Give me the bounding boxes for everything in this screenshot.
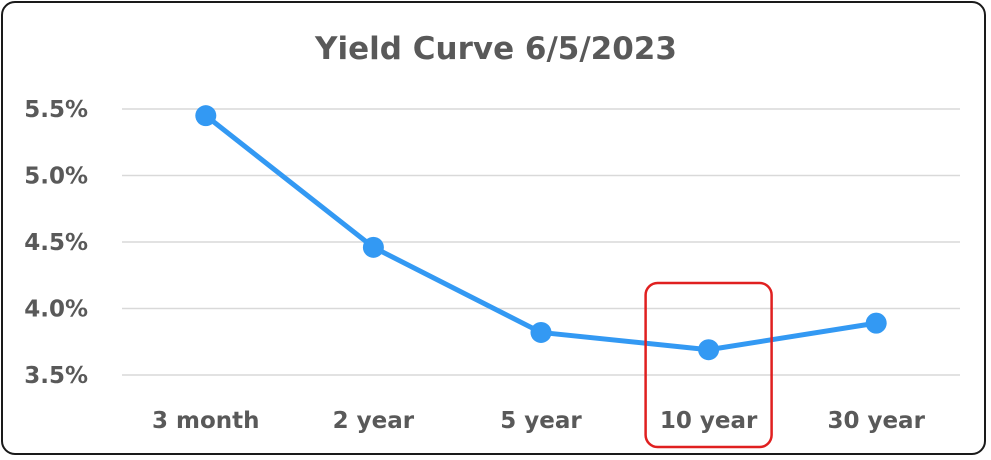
x-tick-label: 5 year: [500, 408, 582, 434]
data-point: [698, 339, 720, 361]
data-point: [530, 321, 552, 343]
highlight-annotation: [644, 281, 773, 449]
y-tick-label: 5.5%: [24, 97, 88, 123]
y-tick-label: 5.0%: [24, 164, 88, 190]
x-tick-label: 2 year: [333, 408, 415, 434]
x-axis-ticks: 3 month 2 year 5 year 10 year 30 year: [152, 408, 926, 434]
x-tick-label: 30 year: [827, 408, 925, 434]
data-point: [865, 312, 887, 334]
data-point: [195, 105, 217, 127]
x-tick-label: 3 month: [152, 408, 260, 434]
chart-title: Yield Curve 6/5/2023: [314, 31, 677, 67]
x-tick-label: 10 year: [660, 408, 758, 434]
y-axis-ticks: 5.5% 5.0% 4.5% 4.0% 3.5%: [24, 97, 88, 389]
highlight-box: [644, 281, 773, 449]
y-tick-label: 4.0%: [24, 297, 88, 323]
y-tick-label: 4.5%: [24, 230, 88, 256]
gridlines: [122, 108, 960, 376]
y-tick-label: 3.5%: [24, 363, 88, 389]
series-line: [203, 113, 879, 353]
data-point: [362, 236, 384, 258]
series-yield: [195, 105, 887, 361]
